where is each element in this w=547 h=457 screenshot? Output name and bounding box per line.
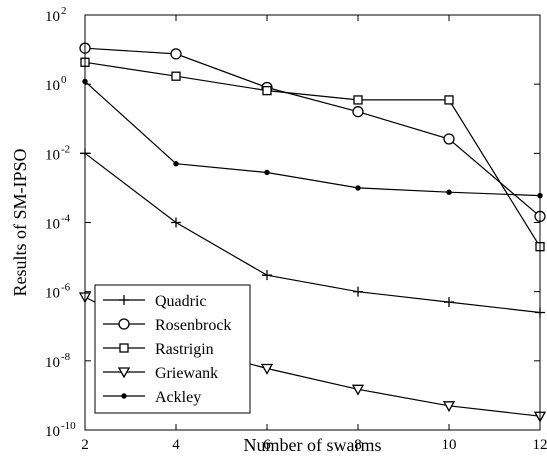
- legend-marker-quadric: [119, 295, 129, 305]
- data-point-griewank: [442, 401, 456, 413]
- x-tick-label: 10: [442, 437, 457, 453]
- series-ackley: [82, 78, 543, 199]
- series-line-quadric: [84, 152, 541, 314]
- y-tick-exponent: 2: [61, 5, 67, 17]
- data-point-rastrigin: [444, 95, 454, 105]
- legend-label-quadric: Quadric: [155, 293, 207, 310]
- data-point-griewank: [351, 384, 365, 396]
- series-rosenbrock: [79, 42, 546, 223]
- y-tick-label: 10: [45, 9, 60, 25]
- series-line-rastrigin: [84, 61, 541, 248]
- data-point-rosenbrock: [352, 106, 364, 118]
- legend: Quadric Rosenbrock Rastrigin Griewank Ackley: [94, 284, 251, 414]
- y-tick-exponent: -4: [61, 213, 71, 225]
- x-tick-label: 8: [354, 437, 362, 453]
- data-point-ackley: [446, 189, 452, 195]
- legend-marker-griewank: [117, 367, 131, 379]
- x-tick-label: 6: [263, 437, 271, 453]
- data-point-griewank: [260, 363, 274, 375]
- x-axis-label: Number of swarms: [244, 435, 382, 455]
- series-rastrigin: [80, 57, 545, 252]
- series-line-rosenbrock: [84, 47, 541, 217]
- x-tick-label: 2: [81, 437, 89, 453]
- y-tick-exponent: -6: [61, 282, 71, 294]
- series-line-ackley: [84, 80, 541, 197]
- legend-marker-rosenbrock: [118, 318, 130, 330]
- y-tick-label: 10: [45, 424, 60, 440]
- x-tick-label: 4: [172, 437, 180, 453]
- data-point-quadric: [171, 217, 181, 228]
- y-tick-exponent: -8: [61, 351, 71, 363]
- data-point-ackley: [355, 185, 361, 191]
- data-point-ackley: [264, 169, 270, 176]
- legend-label-rastrigin: Rastrigin: [155, 341, 214, 358]
- data-point-ackley: [173, 161, 179, 167]
- legend-label-rosenbrock: Rosenbrock: [155, 317, 231, 334]
- data-point-rastrigin: [171, 71, 181, 81]
- legend-label-griewank: Griewank: [155, 365, 218, 382]
- data-point-rosenbrock: [170, 48, 182, 60]
- y-tick-exponent: -10: [61, 420, 76, 432]
- y-axis-label: Results of SM-IPSO: [10, 148, 30, 296]
- legend-marker-rastrigin: [119, 343, 129, 353]
- data-point-rastrigin: [353, 95, 363, 105]
- y-tick-label: 10: [45, 217, 60, 233]
- x-tick-label: 12: [533, 437, 547, 453]
- legend-label-ackley: Ackley: [155, 389, 201, 406]
- y-tick-exponent: -2: [61, 143, 70, 155]
- y-tick-label: 10: [45, 78, 60, 94]
- y-tick-label: 10: [45, 355, 60, 371]
- legend-marker-ackley: [121, 393, 127, 399]
- data-point-quadric: [353, 286, 363, 297]
- data-point-rastrigin: [262, 85, 272, 96]
- y-tick-exponent: 0: [61, 74, 67, 86]
- data-point-quadric: [444, 297, 454, 308]
- y-tick-label: 10: [45, 147, 60, 163]
- y-tick-label: 10: [45, 286, 60, 302]
- data-point-rosenbrock: [443, 133, 455, 145]
- data-point-quadric: [262, 270, 272, 281]
